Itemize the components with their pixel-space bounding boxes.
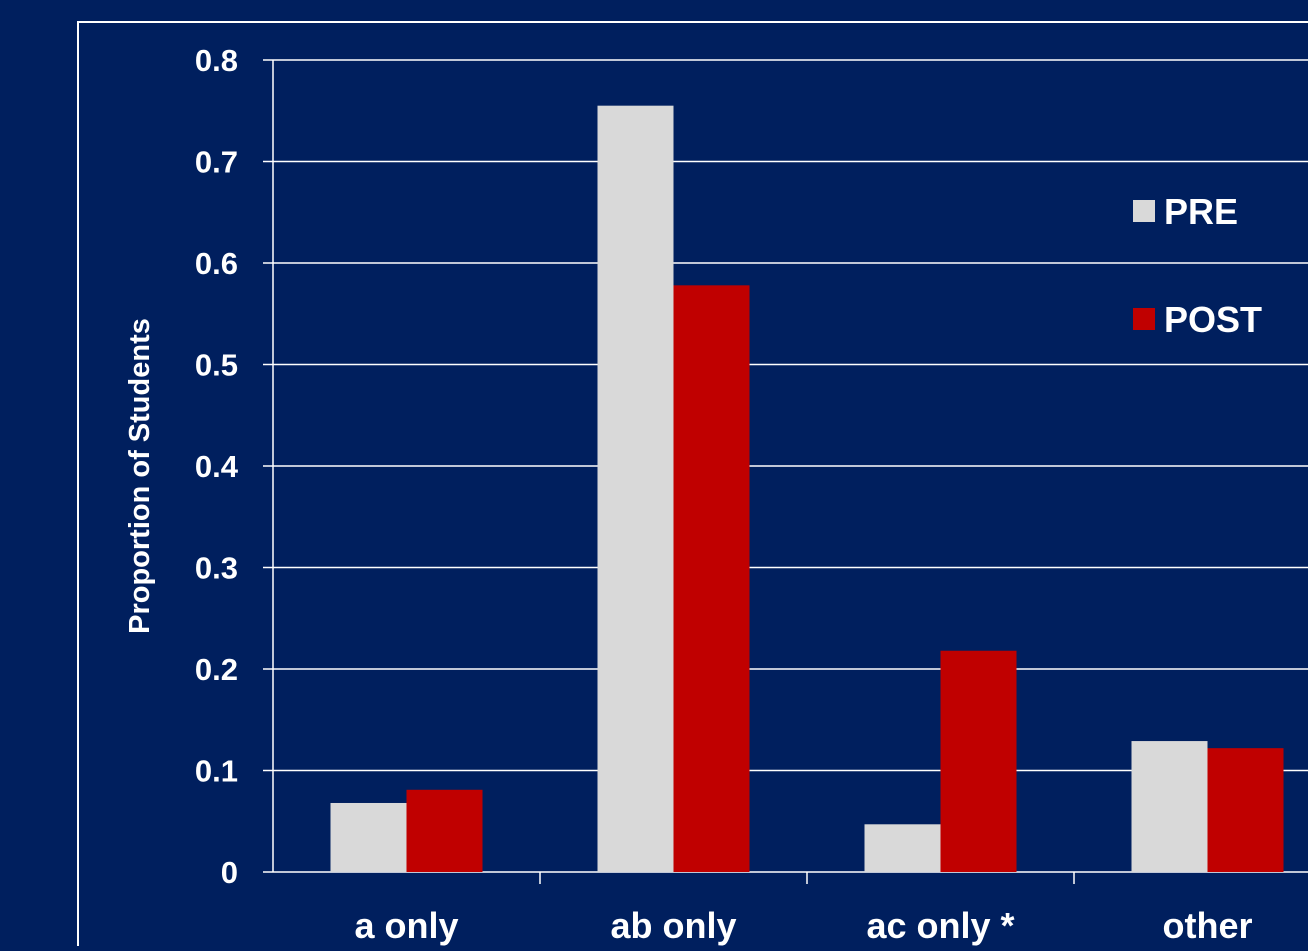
bar-post: [1207, 748, 1284, 872]
x-tick-label: a only: [354, 905, 458, 946]
x-tick-label: ac only *: [866, 905, 1014, 946]
x-tick-label: other: [1163, 905, 1253, 946]
y-tick-label: 0: [221, 855, 238, 890]
y-tick-label: 0.5: [195, 348, 238, 383]
tick-labels: 0 0.1 0.2 0.3 0.4 0.5 0.6 0.7 0.8 a only ab only ac…: [195, 43, 1253, 946]
y-tick-label: 0.6: [195, 246, 238, 281]
y-axis-title: Proportion of Students: [124, 318, 156, 634]
y-tick-label: 0.1: [195, 754, 238, 789]
y-tick-label: 0.2: [195, 652, 238, 687]
bar-post: [673, 285, 750, 873]
plot-frame: [77, 21, 1308, 951]
bar-post: [406, 789, 483, 872]
legend: PRE POST: [1133, 191, 1262, 340]
bar-pre: [864, 824, 941, 872]
y-tick-label: 0.3: [195, 551, 238, 586]
bar-post: [940, 650, 1017, 872]
bar-pre: [330, 802, 407, 872]
y-tick-label: 0.4: [195, 449, 239, 484]
x-tick-label: ab only: [610, 905, 736, 946]
gridlines: [273, 59, 1308, 772]
bars: [330, 105, 1284, 873]
y-tick-label: 0.8: [195, 43, 238, 78]
legend-label-post: POST: [1164, 299, 1262, 340]
legend-label-pre: PRE: [1164, 191, 1238, 232]
legend-swatch-pre: [1133, 200, 1155, 222]
bar-pre: [597, 105, 674, 873]
bar-pre: [1131, 741, 1208, 872]
y-tick-label: 0.7: [195, 145, 238, 180]
legend-swatch-post: [1133, 308, 1155, 330]
